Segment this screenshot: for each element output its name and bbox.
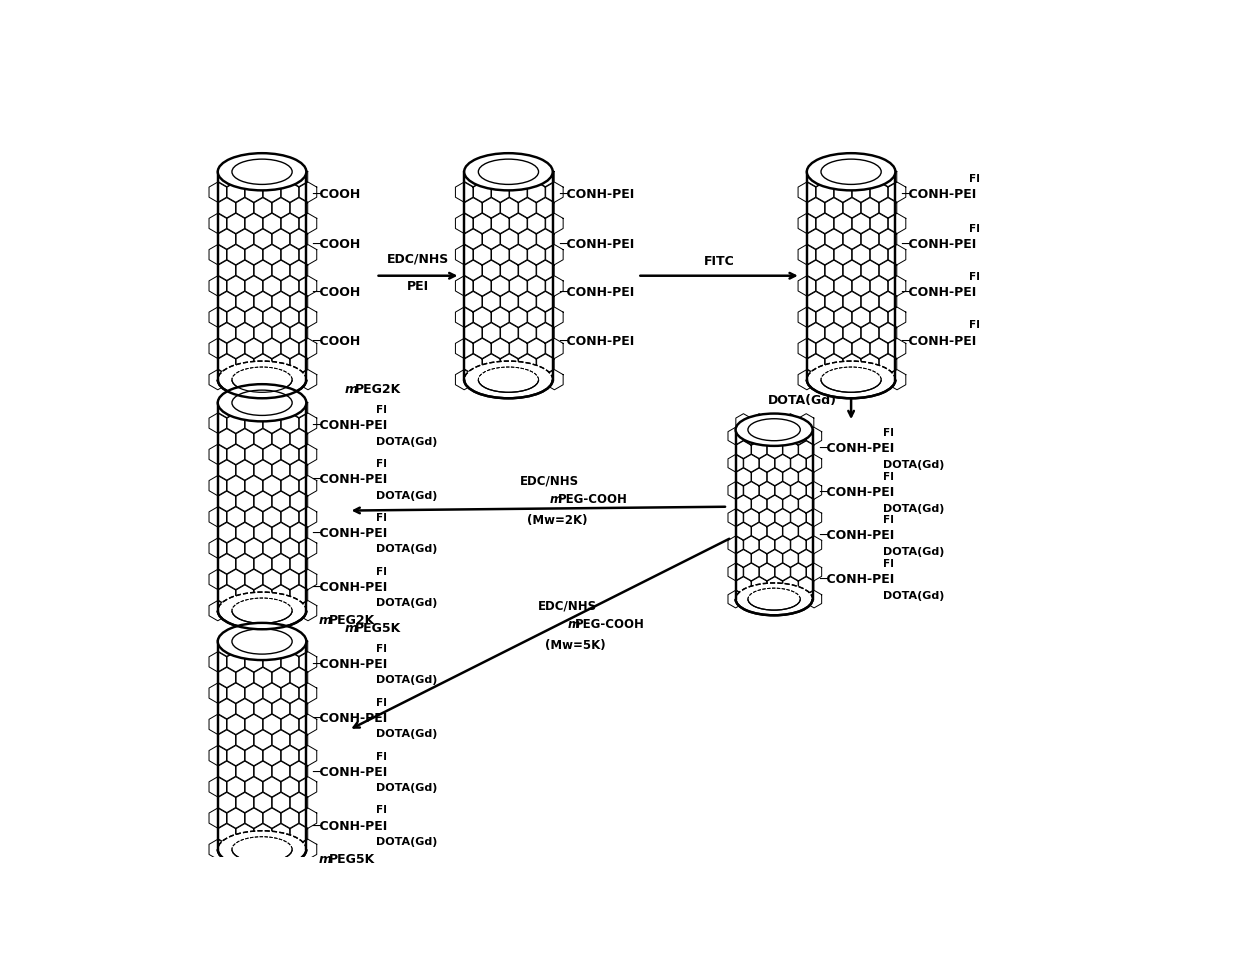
Ellipse shape [735,583,812,615]
Text: FI: FI [377,805,387,816]
Text: (Mw=2K): (Mw=2K) [527,514,588,527]
Text: DOTA(Gd): DOTA(Gd) [769,394,837,407]
Text: ─CONH-PEI: ─CONH-PEI [312,658,388,671]
Text: DOTA(Gd): DOTA(Gd) [883,547,944,557]
Text: ─CONH-PEI: ─CONH-PEI [312,712,388,725]
Ellipse shape [807,153,895,191]
Text: EDC/NHS: EDC/NHS [387,252,449,266]
Polygon shape [218,641,306,849]
Ellipse shape [735,413,812,446]
Text: ─CONH-PEI: ─CONH-PEI [312,581,388,594]
Text: FI: FI [970,224,981,234]
Text: FI: FI [883,515,894,525]
Text: FI: FI [970,272,981,282]
Text: ─CONH-PEI: ─CONH-PEI [312,766,388,779]
Text: FI: FI [377,644,387,654]
Text: (Mw=5K): (Mw=5K) [544,639,605,652]
Text: FI: FI [883,472,894,482]
Text: FI: FI [970,174,981,184]
Text: DOTA(Gd): DOTA(Gd) [377,837,438,847]
Text: ─CONH-PEI: ─CONH-PEI [559,286,634,299]
Text: DOTA(Gd): DOTA(Gd) [377,675,438,686]
Text: PEG5K: PEG5K [329,853,374,866]
Text: DOTA(Gd): DOTA(Gd) [377,544,438,555]
Text: FI: FI [883,560,894,569]
Text: ─COOH: ─COOH [312,286,361,299]
Text: m: m [345,622,358,635]
Text: ─CONH-PEI: ─CONH-PEI [818,442,894,455]
Text: FI: FI [377,567,387,577]
Text: ─CONH-PEI: ─CONH-PEI [818,573,894,586]
Ellipse shape [807,361,895,399]
Text: DOTA(Gd): DOTA(Gd) [377,783,438,794]
Text: DOTA(Gd): DOTA(Gd) [377,436,438,447]
Text: FI: FI [377,459,387,469]
Text: FI: FI [883,429,894,438]
Text: m: m [549,493,562,507]
Polygon shape [735,429,812,599]
Ellipse shape [218,384,306,422]
Ellipse shape [218,153,306,191]
Text: m: m [319,614,331,627]
Text: ─CONH-PEI: ─CONH-PEI [559,189,634,201]
Text: DOTA(Gd): DOTA(Gd) [377,490,438,501]
Polygon shape [218,171,306,379]
Ellipse shape [464,153,553,191]
Text: ─CONH-PEI: ─CONH-PEI [901,286,977,299]
Text: m: m [567,618,579,632]
Text: FI: FI [377,751,387,762]
Text: PEG5K: PEG5K [355,622,401,635]
Text: DOTA(Gd): DOTA(Gd) [883,459,944,470]
Text: ─CONH-PEI: ─CONH-PEI [312,473,388,486]
Text: FITC: FITC [703,255,734,268]
Polygon shape [807,171,895,379]
Text: ─CONH-PEI: ─CONH-PEI [312,820,388,833]
Text: ─CONH-PEI: ─CONH-PEI [818,486,894,500]
Text: ─CONH-PEI: ─CONH-PEI [559,239,634,251]
Text: ─CONH-PEI: ─CONH-PEI [312,527,388,540]
Text: PEI: PEI [407,279,429,293]
Text: ─CONH-PEI: ─CONH-PEI [818,530,894,542]
Text: DOTA(Gd): DOTA(Gd) [377,729,438,740]
Text: ─CONH-PEI: ─CONH-PEI [901,239,977,251]
Ellipse shape [464,361,553,399]
Text: ─CONH-PEI: ─CONH-PEI [559,335,634,348]
Text: DOTA(Gd): DOTA(Gd) [377,598,438,609]
Text: ─CONH-PEI: ─CONH-PEI [312,419,388,432]
Polygon shape [218,403,306,611]
Text: ─COOH: ─COOH [312,335,361,348]
Polygon shape [464,171,553,379]
Ellipse shape [218,831,306,868]
Ellipse shape [218,623,306,660]
Text: PEG-COOH: PEG-COOH [558,493,627,507]
Text: PEG-COOH: PEG-COOH [575,618,645,632]
Text: m: m [319,853,331,866]
Text: ─COOH: ─COOH [312,239,361,251]
Text: EDC/NHS: EDC/NHS [538,599,596,612]
Ellipse shape [218,592,306,629]
Text: FI: FI [377,513,387,523]
Text: ─CONH-PEI: ─CONH-PEI [901,189,977,201]
Text: DOTA(Gd): DOTA(Gd) [883,504,944,513]
Text: PEG2K: PEG2K [355,383,401,396]
Text: FI: FI [377,697,387,708]
Text: EDC/NHS: EDC/NHS [521,474,579,487]
Text: PEG2K: PEG2K [329,614,374,627]
Text: m: m [345,383,358,396]
Text: ─COOH: ─COOH [312,189,361,201]
Text: DOTA(Gd): DOTA(Gd) [883,590,944,601]
Text: FI: FI [970,321,981,330]
Text: FI: FI [377,405,387,415]
Ellipse shape [218,361,306,399]
Text: ─CONH-PEI: ─CONH-PEI [901,335,977,348]
